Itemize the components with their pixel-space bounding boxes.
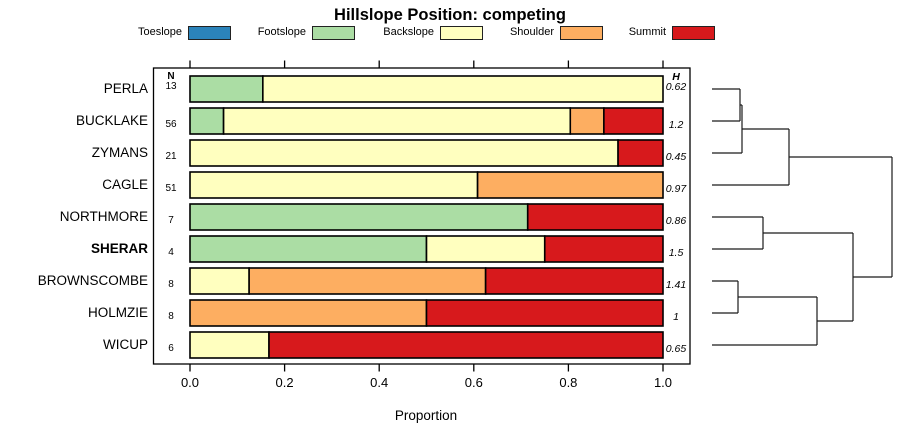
bar-segment-shoulder xyxy=(476,171,664,199)
bar-segment-footslope xyxy=(189,75,264,103)
h-value: 0.97 xyxy=(665,183,687,195)
bar-segment-shoulder xyxy=(569,107,605,135)
h-value: 0.45 xyxy=(665,151,687,163)
n-value: 56 xyxy=(165,119,177,130)
legend-swatch-toeslope xyxy=(188,26,231,40)
bar-segment-footslope xyxy=(189,235,428,263)
x-tick-label: 0.0 xyxy=(180,375,200,390)
bar-segment-backslope xyxy=(222,107,572,135)
bar-segment-summit xyxy=(425,299,664,327)
legend-label-toeslope: Toeslope xyxy=(137,26,182,38)
row-label: BROWNSCOMBE xyxy=(37,273,148,288)
n-value: 51 xyxy=(165,183,177,194)
bar-segment-summit xyxy=(603,107,664,135)
chart-title: Hillslope Position: competing xyxy=(334,6,566,24)
n-value: 8 xyxy=(168,279,174,290)
row-label: CAGLE xyxy=(102,177,148,192)
legend-swatch-footslope xyxy=(312,26,355,40)
bar-segment-backslope xyxy=(425,235,546,263)
legend-swatch-shoulder xyxy=(560,26,603,40)
h-value: 1.2 xyxy=(668,119,684,131)
n-value: 7 xyxy=(168,215,174,226)
row-label: SHERAR xyxy=(90,241,148,256)
n-column-header: N xyxy=(167,71,175,82)
n-value: 8 xyxy=(168,311,174,322)
h-value: 0.86 xyxy=(665,215,687,227)
plot-box xyxy=(152,67,691,365)
row-label: BUCKLAKE xyxy=(75,113,148,128)
legend-label-shoulder: Shoulder xyxy=(509,26,554,38)
x-tick-label: 1.0 xyxy=(653,375,673,390)
bar-segment-summit xyxy=(268,331,664,359)
n-value: 6 xyxy=(168,343,174,354)
row-label: NORTHMORE xyxy=(59,209,148,224)
bar-segment-backslope xyxy=(189,331,270,359)
legend-label-footslope: Footslope xyxy=(257,26,306,38)
x-tick-label: 0.8 xyxy=(559,375,578,390)
h-value: 1 xyxy=(673,311,679,323)
row-label: PERLA xyxy=(103,81,148,96)
x-tick-label: 0.6 xyxy=(464,375,483,390)
bar-segment-shoulder xyxy=(248,267,487,295)
h-value: 0.62 xyxy=(665,81,687,93)
legend-swatch-backslope xyxy=(440,26,483,40)
legend-label-summit: Summit xyxy=(628,26,666,38)
h-value: 0.65 xyxy=(665,343,687,355)
h-value: 1.41 xyxy=(665,279,687,291)
bar-segment-backslope xyxy=(189,139,619,167)
row-label: ZYMANS xyxy=(91,145,148,160)
h-value: 1.5 xyxy=(668,247,684,259)
n-value: 21 xyxy=(165,151,177,162)
bar-segment-backslope xyxy=(262,75,664,103)
n-value: 13 xyxy=(165,81,177,92)
h-column-header: H xyxy=(672,71,680,83)
x-tick-label: 0.2 xyxy=(275,375,294,390)
row-label: HOLMZIE xyxy=(87,305,148,320)
legend-label-backslope: Backslope xyxy=(383,26,434,38)
bar-segment-summit xyxy=(526,203,664,231)
legend-swatch-summit xyxy=(672,26,715,40)
bar-segment-footslope xyxy=(189,107,225,135)
x-tick-label: 0.4 xyxy=(370,375,389,390)
bar-segment-footslope xyxy=(189,203,529,231)
n-value: 4 xyxy=(168,247,174,258)
bar-segment-shoulder xyxy=(189,299,428,327)
bar-segment-summit xyxy=(484,267,664,295)
bar-segment-backslope xyxy=(189,267,250,295)
bar-segment-backslope xyxy=(189,171,479,199)
row-label: WICUP xyxy=(103,337,148,352)
x-axis-title: Proportion xyxy=(394,408,458,423)
bar-segment-summit xyxy=(543,235,664,263)
bar-segment-summit xyxy=(617,139,664,167)
